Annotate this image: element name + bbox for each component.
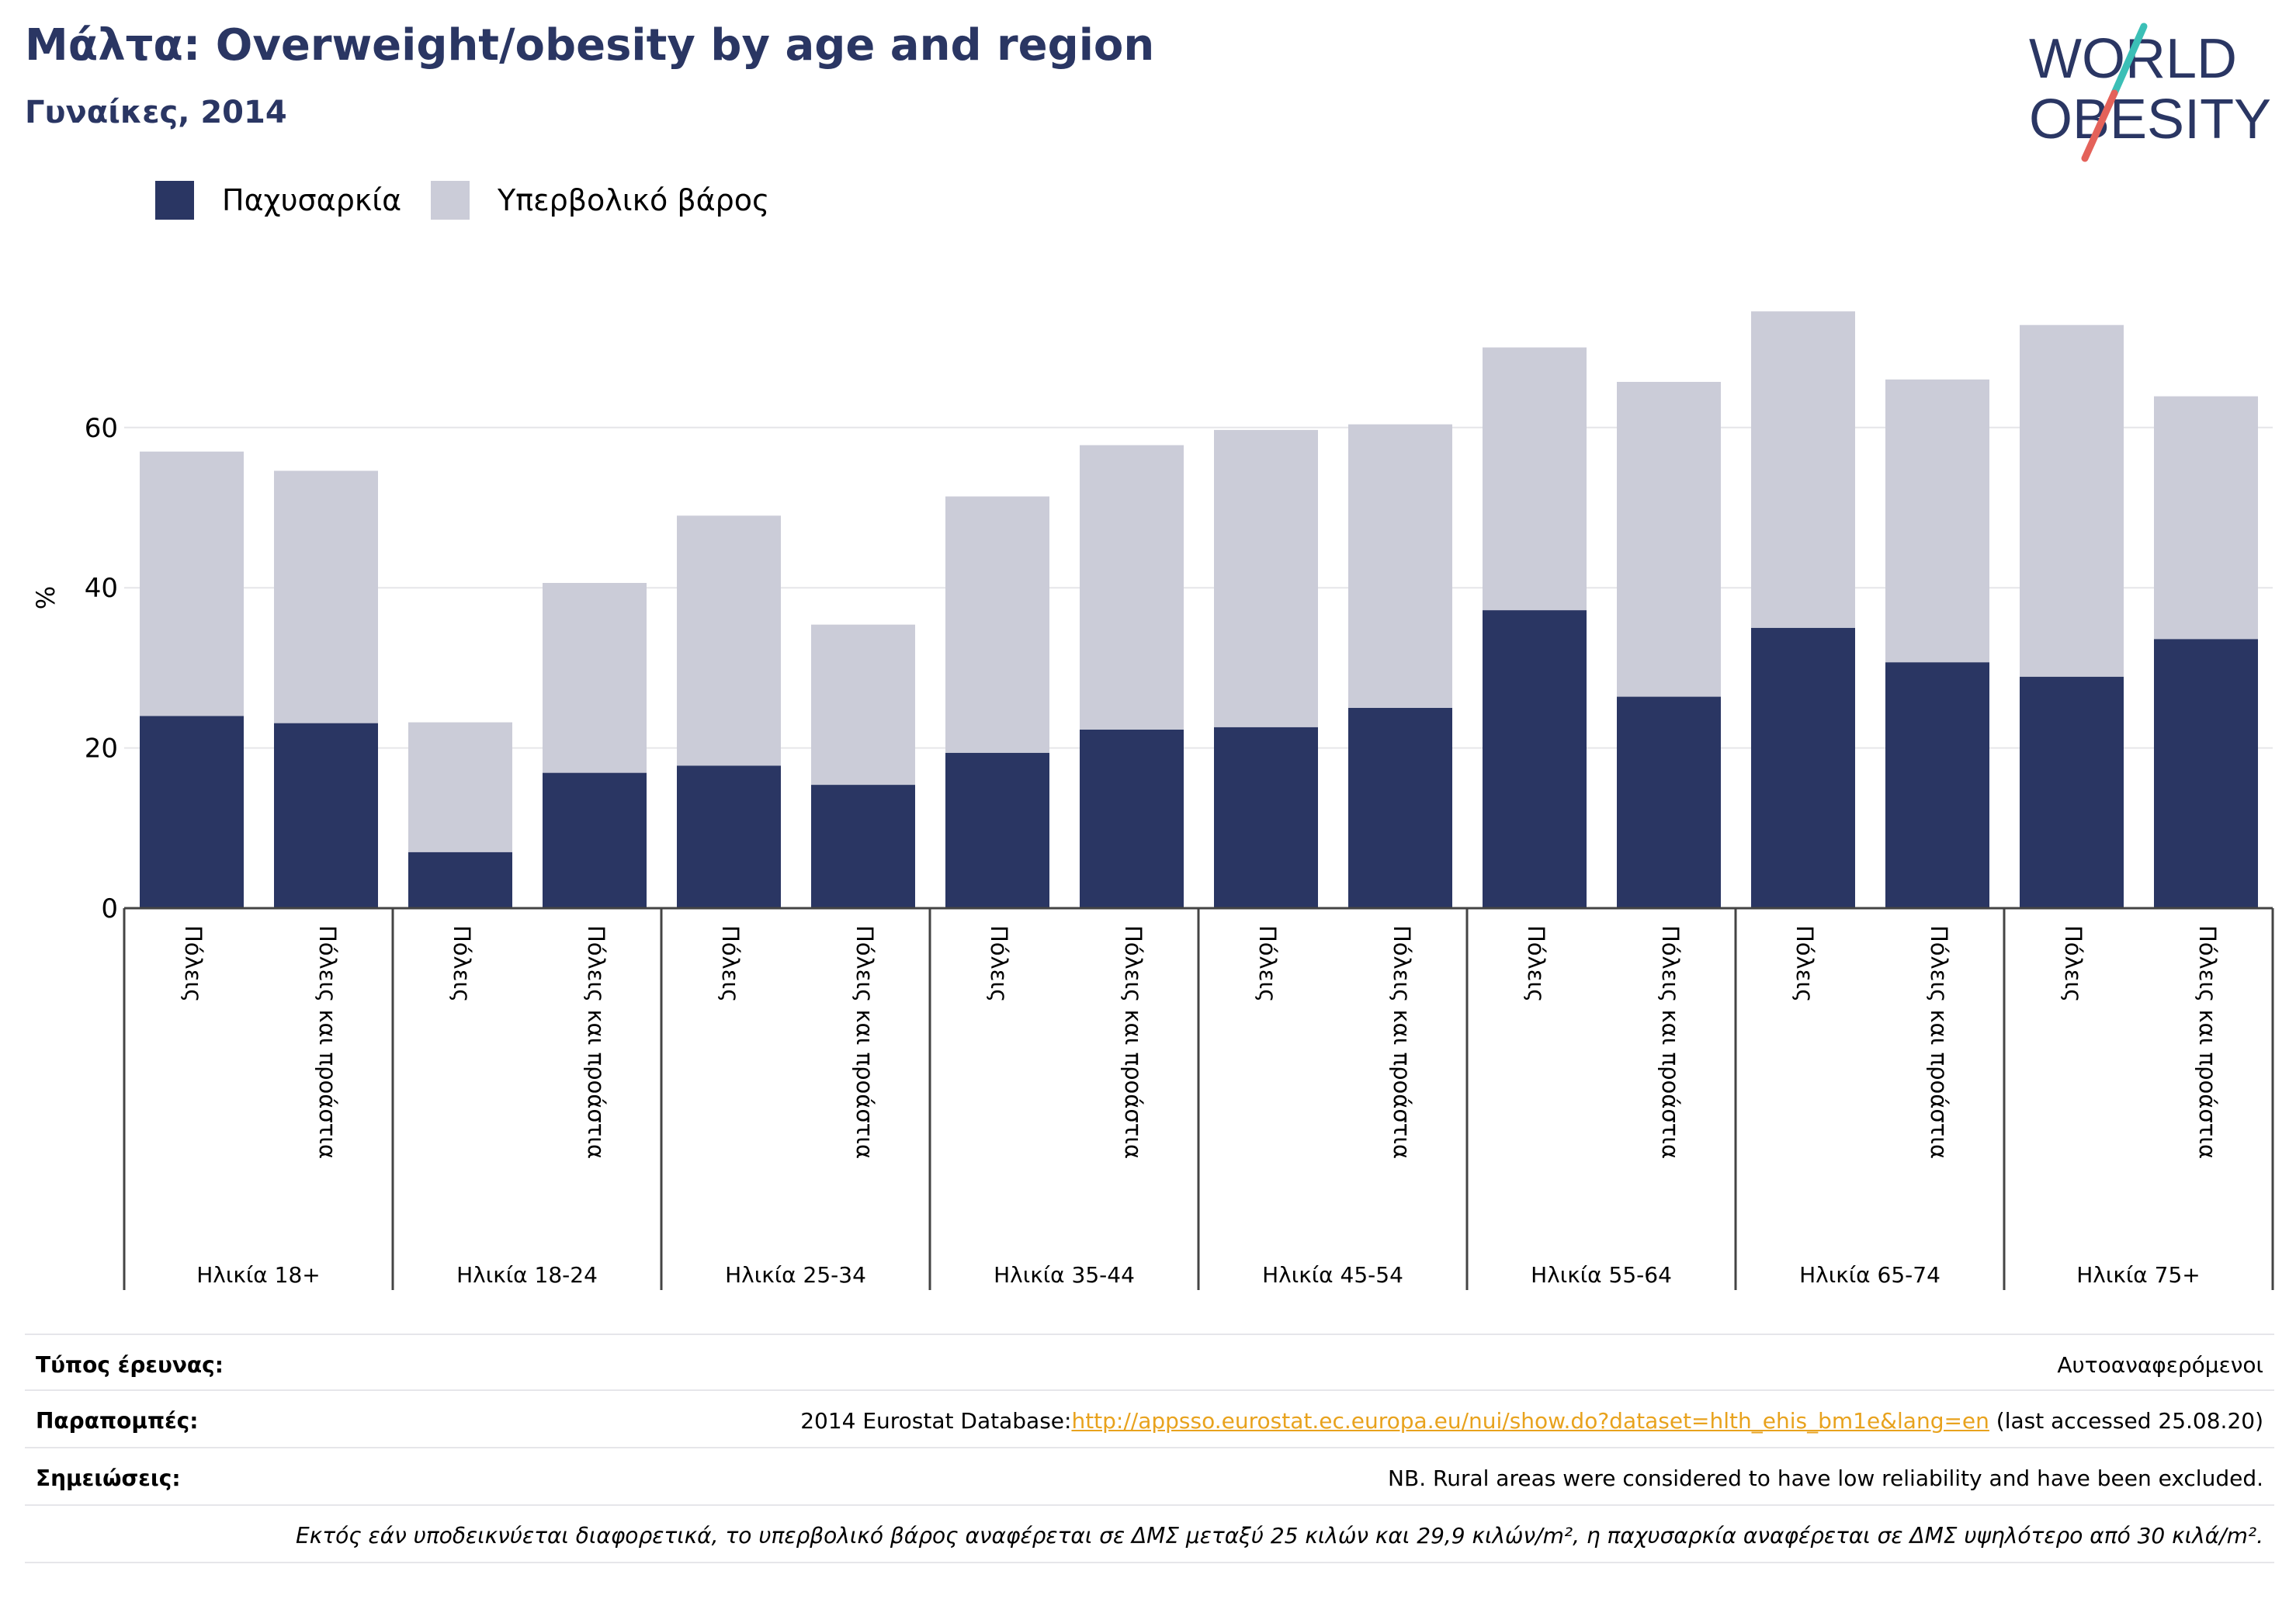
bar-overweight [1751,311,1855,628]
x-group-label: Ηλικία 45-54 [1262,1262,1403,1288]
bar-obesity [140,716,244,908]
bar-obesity [274,723,378,908]
bars [140,311,2258,908]
chart-subtitle: Γυναίκες, 2014 [25,95,287,130]
x-tick-label: Πόλεις και προάστια [583,925,609,1159]
bar-overweight [1214,429,1318,727]
x-tick-label: Πόλεις και προάστια [2194,925,2221,1159]
bar-overweight [1483,347,1587,611]
bar-obesity [1483,610,1587,908]
bar-obesity [1751,627,1855,908]
bar-obesity [677,765,781,908]
x-tick-label: Πόλεις [717,925,744,1002]
x-group-label: Ηλικία 35-44 [994,1262,1135,1288]
footer-row-notes: Σημειώσεις: NB. Rural areas were conside… [25,1447,2274,1504]
bar-overweight [1080,445,1184,730]
references-suffix: (last accessed 25.08.20) [1989,1408,2263,1434]
bar-obesity [1617,696,1721,908]
x-tick-label: Πόλεις [1791,925,1818,1002]
x-tick-label: Πόλεις [986,925,1012,1002]
logo-slash-red [2081,89,2118,162]
bar-obesity [2020,676,2124,908]
x-tick-label: Πόλεις και προάστια [314,925,341,1159]
x-tick-label: Πόλεις και προάστια [1926,925,1952,1159]
x-tick-label: Πόλεις και προάστια [851,925,878,1159]
bar-obesity [1214,727,1318,908]
references-value: 2014 Eurostat Database:http://appsso.eur… [800,1408,2263,1434]
y-tick-label: 0 [101,893,118,924]
legend-item-obesity: Παχυσαρκία [155,179,401,222]
bar-obesity [2154,639,2258,908]
definition-text: Εκτός εάν υποδεικνύεται διαφορετικά, το … [296,1523,2263,1549]
references-label: Παραπομπές: [36,1408,199,1434]
notes-value: NB. Rural areas were considered to have … [1388,1465,2263,1491]
x-tick-label: Πόλεις [1523,925,1549,1002]
logo-slash-teal [2110,23,2148,97]
bar-overweight [543,583,647,773]
footer-row-survey: Τύπος έρευνας: Αυτοαναφερόμενοι [25,1334,2274,1389]
legend-label-overweight: Υπερβολικό βάρος [498,183,770,217]
eurostat-link[interactable]: http://appsso.eurostat.ec.europa.eu/nui/… [1071,1408,1989,1434]
footer-row-references: Παραπομπές: 2014 Eurostat Database:http:… [25,1389,2274,1447]
legend-item-overweight: Υπερβολικό βάρος [431,179,769,222]
bar-obesity [408,852,512,908]
legend-swatch-obesity [155,181,194,220]
x-tick-label: Πόλεις [449,925,475,1002]
x-group-label: Ηλικία 75+ [2076,1262,2201,1288]
chart-title: Μάλτα: Overweight/obesity by age and reg… [25,20,1155,71]
axes: 0 20 40 60 Ηλικία 18+ Ηλικία 18-24 Ηλικία 25-3… [85,413,2274,1290]
bar-overweight [408,722,512,852]
bar-obesity [1348,708,1452,908]
x-group-label: Ηλικία 18+ [196,1262,321,1288]
x-tick-label: Πόλεις και προάστια [1120,925,1146,1159]
bar-overweight [2020,324,2124,677]
references-prefix: 2014 Eurostat Database: [800,1408,1072,1434]
bar-overweight [274,470,378,723]
bar-obesity [1080,729,1184,908]
y-tick-label: 40 [85,573,118,604]
survey-type-label: Τύπος έρευνας: [36,1352,224,1378]
x-tick-label: Πόλεις [1254,925,1281,1002]
x-group-label: Ηλικία 55-64 [1531,1262,1672,1288]
x-tick-label: Πόλεις [180,925,206,1002]
notes-label: Σημειώσεις: [36,1465,181,1491]
stacked-bar-chart: 0 20 40 60 Ηλικία 18+ Ηλικία 18-24 Ηλικία 25-3… [31,311,2274,1290]
bar-obesity [945,752,1049,908]
bar-overweight [677,515,781,766]
x-tick-label: Πόλεις και προάστια [1657,925,1684,1159]
x-group-label: Ηλικία 25-34 [725,1262,866,1288]
bar-overweight [2154,396,2258,640]
legend-swatch-overweight [431,181,470,220]
y-tick-label: 60 [85,413,118,444]
world-obesity-logo: WORLD OBESITY [2029,23,2271,162]
x-group-label: Ηλικία 65-74 [1799,1262,1941,1288]
bar-obesity [1885,662,1989,908]
x-tick-label: Πόλεις και προάστια [1389,925,1415,1159]
bar-overweight [1885,379,1989,663]
x-tick-label: Πόλεις [2060,925,2086,1002]
bar-overweight [1617,381,1721,697]
bar-overweight [140,451,244,716]
bar-overweight [945,496,1049,753]
legend-label-obesity: Παχυσαρκία [222,183,402,217]
chart-footer: Τύπος έρευνας: Αυτοαναφερόμενοι Παραπομπ… [25,1334,2274,1563]
logo-line-2: OBESITY [2029,88,2271,151]
bar-obesity [811,785,915,908]
survey-type-value: Αυτοαναφερόμενοι [2057,1352,2263,1378]
y-axis-label: % [31,586,61,609]
x-group-label: Ηλικία 18-24 [456,1262,598,1288]
footer-row-definition: Εκτός εάν υποδεικνύεται διαφορετικά, το … [25,1504,2274,1563]
bar-obesity [543,772,647,908]
bar-overweight [1348,424,1452,708]
bar-overweight [811,624,915,786]
y-tick-label: 20 [85,734,118,765]
